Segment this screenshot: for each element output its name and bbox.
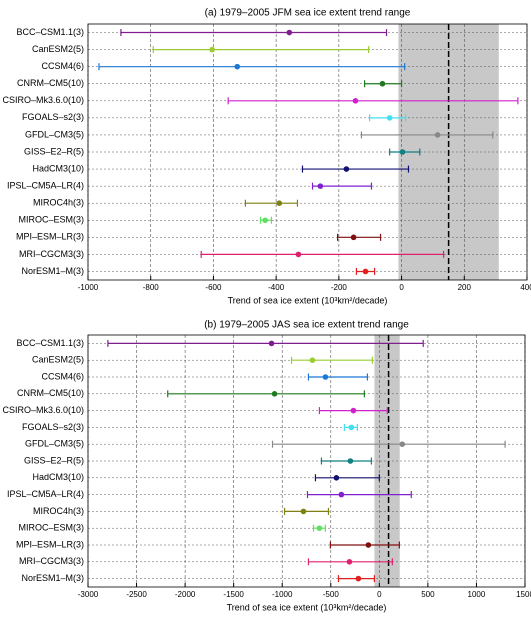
x-tick-label: 200 — [458, 283, 472, 292]
mean-dot — [268, 340, 275, 347]
mean-dot — [209, 46, 215, 53]
category-label: CNRM–CM5(10) — [17, 388, 84, 398]
mean-dot — [271, 391, 278, 397]
x-tick-label: -1000 — [78, 283, 99, 292]
mean-dot — [262, 217, 268, 224]
plot-frame — [87, 23, 528, 281]
x-tick-label: -3000 — [78, 590, 99, 599]
category-label: FGOALS–s2(3) — [22, 112, 84, 122]
category-label: NorESM1–M(3) — [21, 573, 84, 583]
mean-dot — [316, 525, 323, 531]
mean-dot — [322, 374, 329, 380]
mean-dot — [434, 132, 441, 138]
category-label: GISS–E2–R(5) — [24, 146, 84, 156]
mean-dot — [362, 268, 369, 275]
category-label: CSIRO–Mk3.6.0(10) — [2, 95, 84, 105]
category-label: BCC–CSM1.1(3) — [16, 27, 84, 37]
x-tick-label: 1000 — [468, 590, 486, 599]
category-label: GFDL–CM3(5) — [25, 439, 84, 449]
category-label: MPI–ESM–LR(3) — [16, 539, 84, 549]
category-label: MRI–CGCM3(3) — [19, 556, 84, 566]
category-label: HadCM3(10) — [32, 163, 84, 173]
mean-dot — [350, 234, 357, 241]
category-label: IPSL–CM5A–LR(4) — [7, 489, 84, 499]
category-label: CCSM4(6) — [41, 61, 84, 71]
category-label: CCSM4(6) — [41, 371, 84, 381]
x-tick-label: -800 — [143, 283, 160, 292]
x-tick-label: 400 — [520, 283, 531, 292]
mean-dot — [355, 575, 362, 582]
category-label: IPSL–CM5A–LR(4) — [7, 181, 84, 191]
category-label: MPI–ESM–LR(3) — [16, 232, 84, 242]
x-tick-label: -1000 — [272, 590, 293, 599]
category-label: MIROC4h(3) — [33, 198, 84, 208]
x-tick-label: 500 — [421, 590, 435, 599]
mean-dot — [352, 98, 359, 104]
x-axis-label: Trend of sea ice extent (10³km²/decade) — [228, 295, 388, 305]
category-label: MIROC–ESM(3) — [18, 523, 84, 533]
mean-dot — [348, 424, 355, 431]
x-tick-label: 0 — [399, 283, 404, 292]
mean-dot — [300, 508, 307, 515]
mean-dot — [309, 357, 316, 364]
chart-title: (a) 1979–2005 JFM sea ice extent trend r… — [205, 8, 411, 19]
category-label: GFDL–CM3(5) — [25, 129, 84, 139]
category-label: CanESM2(5) — [32, 355, 84, 365]
mean-dot — [234, 63, 241, 70]
category-label: MRI–CGCM3(3) — [19, 249, 84, 259]
mean-dot — [317, 183, 324, 189]
mean-dot — [346, 559, 353, 565]
category-label: NorESM1–M(3) — [21, 266, 84, 276]
mean-dot — [379, 80, 386, 87]
category-label: HadCM3(10) — [32, 472, 84, 482]
x-tick-label: -400 — [268, 283, 285, 292]
mean-dot — [295, 251, 302, 258]
x-tick-label: -600 — [205, 283, 222, 292]
category-label: MIROC4h(3) — [33, 506, 84, 516]
x-tick-label: -200 — [331, 283, 348, 292]
x-tick-label: -500 — [323, 590, 340, 599]
mean-dot — [399, 149, 406, 155]
x-tick-label: 1500 — [516, 590, 531, 599]
x-tick-label: 0 — [377, 590, 382, 599]
chart-title: (b) 1979–2005 JAS sea ice extent trend r… — [204, 320, 409, 331]
category-label: FGOALS–s2(3) — [22, 422, 84, 432]
category-label: CanESM2(5) — [32, 44, 84, 54]
shaded-range — [374, 335, 400, 587]
mean-dot — [338, 491, 345, 498]
plot-frame — [87, 334, 526, 588]
x-tick-label: -2000 — [175, 590, 196, 599]
mean-dot — [347, 458, 354, 464]
category-label: BCC–CSM1.1(3) — [16, 338, 84, 348]
category-label: CSIRO–Mk3.6.0(10) — [2, 405, 84, 415]
mean-dot — [276, 200, 283, 206]
category-label: CNRM–CM5(10) — [17, 78, 84, 88]
mean-dot — [365, 542, 372, 548]
mean-dot — [286, 29, 293, 36]
x-axis-label: Trend of sea ice extent (10³km²/decade) — [227, 602, 387, 612]
category-label: GISS–E2–R(5) — [24, 455, 84, 465]
mean-dot — [333, 475, 340, 481]
mean-dot — [386, 115, 393, 121]
mean-dot — [399, 441, 406, 448]
x-tick-label: -1500 — [223, 590, 244, 599]
x-tick-label: -2500 — [126, 590, 147, 599]
mean-dot — [350, 407, 357, 414]
mean-dot — [343, 166, 350, 172]
category-label: MIROC–ESM(3) — [18, 215, 84, 225]
